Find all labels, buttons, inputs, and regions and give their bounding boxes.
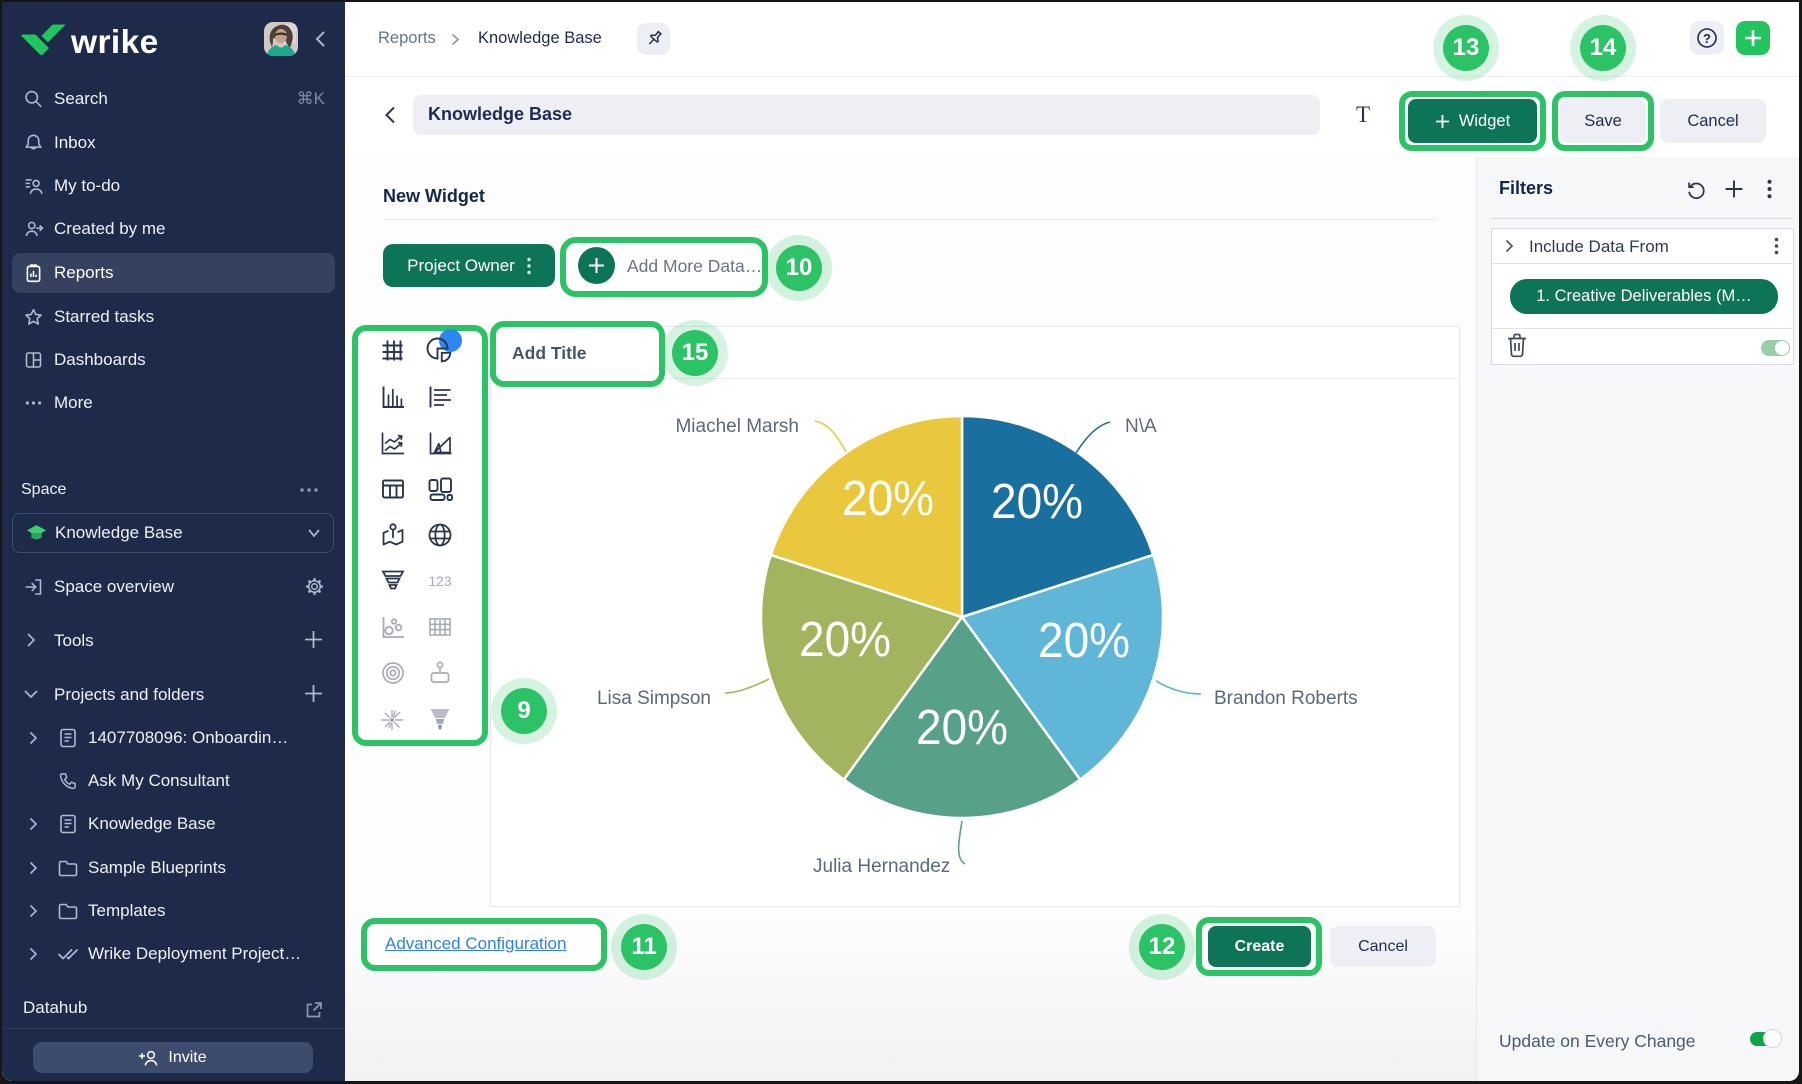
svg-text:20%: 20% [916,701,1008,755]
svg-text:wrike: wrike [70,24,159,61]
svg-text:20%: 20% [799,613,891,667]
svg-text:123: 123 [428,573,452,589]
svg-text:Brandon Roberts: Brandon Roberts [1214,688,1358,709]
svg-text:N\A: N\A [1125,416,1157,437]
svg-text:20%: 20% [842,472,934,526]
svg-text:20%: 20% [991,475,1083,529]
svg-text:Lisa Simpson: Lisa Simpson [597,688,711,709]
svg-text:Miachel Marsh: Miachel Marsh [675,416,799,437]
svg-text:20%: 20% [1038,614,1130,668]
svg-text:?: ? [1703,31,1711,46]
svg-text:Julia Hernandez: Julia Hernandez [813,856,950,877]
